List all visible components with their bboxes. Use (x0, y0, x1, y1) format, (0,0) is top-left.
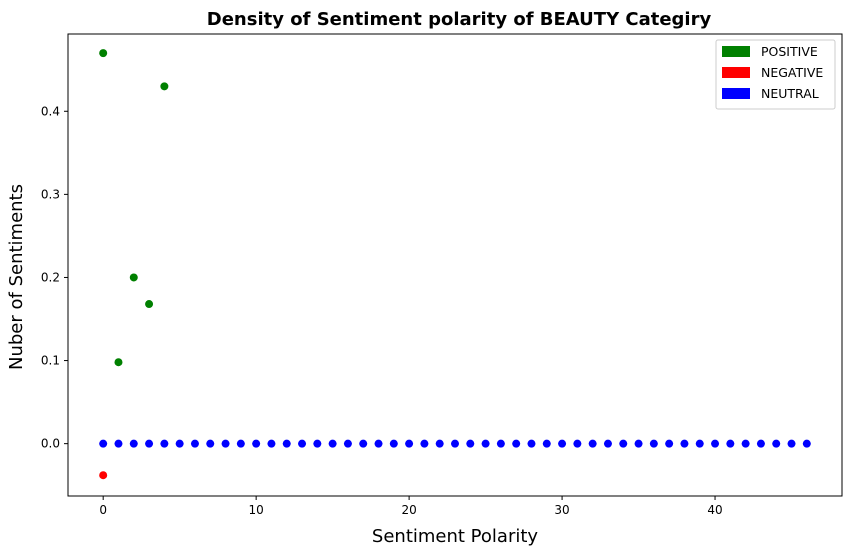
point-neutral (512, 439, 521, 448)
point-neutral (527, 439, 536, 448)
point-neutral (772, 439, 781, 448)
point-neutral (129, 439, 138, 448)
point-neutral (420, 439, 429, 448)
point-neutral (619, 439, 628, 448)
point-neutral (787, 439, 796, 448)
point-neutral (99, 439, 108, 448)
y-axis-title: Nuber of Sentiments (6, 184, 27, 370)
point-neutral (190, 439, 199, 448)
legend-label-neutral: NEUTRAL (761, 86, 819, 101)
point-neutral (175, 439, 184, 448)
point-neutral (313, 439, 322, 448)
point-neutral (405, 439, 414, 448)
x-tick-label: 30 (554, 503, 569, 517)
x-axis-title: Sentiment Polarity (372, 526, 538, 547)
point-neutral (343, 439, 352, 448)
point-neutral (741, 439, 750, 448)
point-neutral (573, 439, 582, 448)
legend-label-negative: NEGATIVE (761, 65, 823, 80)
point-neutral (802, 439, 811, 448)
y-tick-label: 0.4 (41, 104, 60, 118)
plot-area (99, 49, 811, 480)
point-neutral (328, 439, 337, 448)
legend-swatch-neutral (722, 88, 750, 99)
point-neutral (711, 439, 720, 448)
point-neutral (389, 439, 398, 448)
point-neutral (481, 439, 490, 448)
point-neutral (634, 439, 643, 448)
point-neutral (695, 439, 704, 448)
point-neutral (252, 439, 261, 448)
y-tick-label: 0.2 (41, 270, 60, 284)
point-neutral (114, 439, 123, 448)
y-tick-label: 0.0 (41, 437, 60, 451)
point-positive (145, 300, 154, 309)
legend-label-positive: POSITIVE (761, 44, 818, 59)
legend: POSITIVE NEGATIVE NEUTRAL (715, 39, 836, 110)
point-positive (160, 82, 169, 91)
point-neutral (374, 439, 383, 448)
x-tick-label: 10 (249, 503, 264, 517)
point-neutral (603, 439, 612, 448)
point-neutral (221, 439, 230, 448)
point-neutral (558, 439, 567, 448)
point-neutral (680, 439, 689, 448)
point-neutral (466, 439, 475, 448)
point-neutral (588, 439, 597, 448)
point-positive (99, 49, 108, 58)
point-neutral (665, 439, 674, 448)
point-neutral (649, 439, 658, 448)
point-negative (99, 471, 108, 480)
y-tick-label: 0.3 (41, 187, 60, 201)
legend-swatch-positive (722, 46, 750, 57)
x-tick-label: 0 (99, 503, 107, 517)
point-neutral (756, 439, 765, 448)
point-neutral (145, 439, 154, 448)
point-neutral (496, 439, 505, 448)
x-tick-label: 40 (707, 503, 722, 517)
y-tick-label: 0.1 (41, 354, 60, 368)
point-neutral (451, 439, 459, 448)
point-neutral (160, 439, 169, 448)
point-neutral (435, 439, 444, 448)
point-neutral (298, 439, 307, 448)
legend-swatch-negative (722, 67, 750, 78)
chart-title: Density of Sentiment polarity of BEAUTY … (207, 9, 712, 30)
axes: 0 10 20 30 40 0.0 0.1 0.2 0.3 0.4 (41, 33, 843, 517)
point-neutral (236, 439, 245, 448)
point-neutral (267, 439, 276, 448)
x-tick-label: 20 (401, 503, 416, 517)
point-positive (129, 273, 138, 282)
plot-frame (67, 33, 843, 497)
point-neutral (359, 439, 368, 448)
point-positive (114, 358, 123, 367)
point-neutral (542, 439, 551, 448)
point-neutral (282, 439, 291, 448)
point-neutral (206, 439, 215, 448)
point-neutral (726, 439, 735, 448)
